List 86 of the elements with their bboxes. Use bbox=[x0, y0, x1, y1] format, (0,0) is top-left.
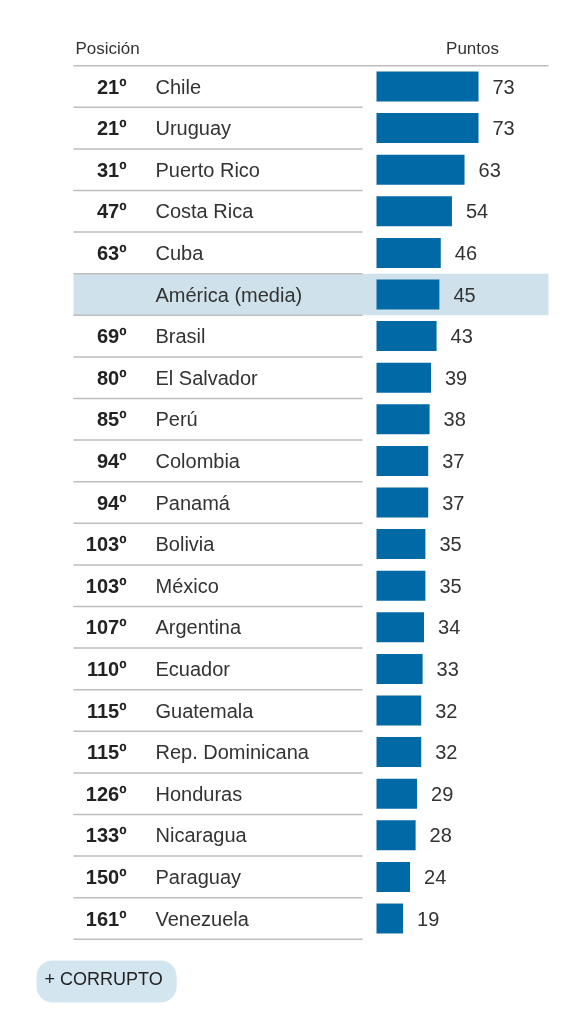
data-label: 54 bbox=[465, 200, 489, 223]
y2-tick-label: 126º bbox=[85, 782, 127, 805]
y-tick-label: Colombia bbox=[155, 449, 241, 472]
y2-tick-label: 150º bbox=[85, 865, 127, 888]
y2-tick-label: 161º bbox=[85, 907, 127, 930]
data-label: 46 bbox=[454, 241, 478, 264]
y2-tick-label: 31º bbox=[96, 158, 127, 181]
y2-tick-label: 103º bbox=[85, 533, 127, 556]
y2-tick-label: 80º bbox=[96, 366, 127, 389]
bar bbox=[376, 612, 425, 643]
bar bbox=[376, 362, 431, 393]
bar bbox=[376, 487, 429, 518]
y2-tick-label: 107º bbox=[85, 616, 127, 639]
y-tick-label: Costa Rica bbox=[155, 200, 255, 223]
bar bbox=[376, 154, 465, 185]
bar bbox=[376, 778, 418, 809]
y-tick-label: Ecuador bbox=[155, 657, 231, 680]
bar bbox=[376, 903, 404, 934]
data-label: 43 bbox=[450, 325, 473, 348]
bar bbox=[376, 279, 440, 310]
bar bbox=[376, 71, 479, 102]
data-label: 28 bbox=[429, 824, 452, 847]
data-label: 29 bbox=[431, 782, 454, 805]
y2-tick-label: 85º bbox=[96, 408, 127, 431]
y-tick-label: Puerto Rico bbox=[155, 158, 260, 181]
y2-tick-label: 63º bbox=[96, 241, 127, 264]
y2-tick-label: 47º bbox=[96, 200, 127, 223]
y2-tick-label: 115º bbox=[86, 699, 127, 722]
y-tick-label: Perú bbox=[155, 408, 198, 431]
y-tick-label: El Salvador bbox=[155, 366, 259, 389]
y2-tick-label: 133º bbox=[85, 824, 127, 847]
y-tick-label: Nicaragua bbox=[155, 824, 248, 847]
y-tick-label: Paraguay bbox=[155, 865, 242, 888]
bar bbox=[376, 820, 416, 851]
data-label: 19 bbox=[417, 907, 440, 930]
y2-tick-label: 110º bbox=[86, 657, 127, 680]
bar bbox=[376, 445, 429, 476]
y-tick-label: América (media) bbox=[155, 283, 303, 306]
bar bbox=[376, 695, 422, 726]
bar bbox=[376, 737, 422, 768]
x-axis-title: Puntos bbox=[446, 38, 499, 58]
data-label: 35 bbox=[439, 533, 462, 556]
y2-tick-label: 21º bbox=[96, 75, 127, 98]
text: + CORRUPTO bbox=[44, 968, 163, 989]
y-tick-label: Venezuela bbox=[155, 907, 250, 930]
data-label: 34 bbox=[438, 616, 461, 639]
bar bbox=[376, 861, 411, 892]
data-label: 73 bbox=[492, 117, 515, 140]
y-tick-label: Argentina bbox=[155, 616, 242, 639]
data-label: 45 bbox=[453, 283, 476, 306]
bar bbox=[376, 321, 437, 352]
y-tick-label: Cuba bbox=[155, 241, 205, 264]
data-label: 37 bbox=[442, 449, 465, 472]
data-label: 63 bbox=[478, 158, 501, 181]
data-label: 32 bbox=[435, 699, 458, 722]
data-label: 24 bbox=[424, 865, 447, 888]
y-tick-label: Panamá bbox=[155, 491, 231, 514]
bar bbox=[376, 196, 452, 227]
y2-tick-label: 103º bbox=[85, 574, 127, 597]
bar bbox=[376, 570, 426, 601]
y-tick-label: Rep. Dominicana bbox=[155, 741, 310, 764]
data-label: 35 bbox=[439, 574, 462, 597]
bar bbox=[376, 653, 423, 684]
data-label: 38 bbox=[443, 408, 466, 431]
y-tick-label: Bolivia bbox=[155, 533, 216, 556]
data-label: 33 bbox=[436, 657, 459, 680]
y2-tick-label: 94º bbox=[96, 449, 127, 472]
y-tick-label: Uruguay bbox=[155, 117, 232, 140]
y2-tick-label: 94º bbox=[96, 491, 127, 514]
y2-tick-label: 115º bbox=[86, 741, 127, 764]
data-label: 73 bbox=[492, 75, 515, 98]
data-label: 39 bbox=[444, 366, 468, 389]
y-tick-label: Guatemala bbox=[155, 699, 255, 722]
y-tick-label: Brasil bbox=[155, 325, 206, 348]
y-axis-title: Posición bbox=[75, 38, 140, 58]
y2-tick-label: 21º bbox=[96, 117, 127, 140]
y-tick-label: Honduras bbox=[155, 782, 243, 805]
data-label: 37 bbox=[442, 491, 465, 514]
bar bbox=[376, 404, 430, 435]
y-tick-label: México bbox=[155, 574, 219, 597]
bar bbox=[376, 529, 426, 560]
bar bbox=[376, 237, 441, 268]
bar bbox=[376, 113, 479, 144]
data-label: 32 bbox=[435, 741, 458, 764]
y2-tick-label: 69º bbox=[96, 325, 127, 348]
y-tick-label: Chile bbox=[155, 75, 202, 98]
